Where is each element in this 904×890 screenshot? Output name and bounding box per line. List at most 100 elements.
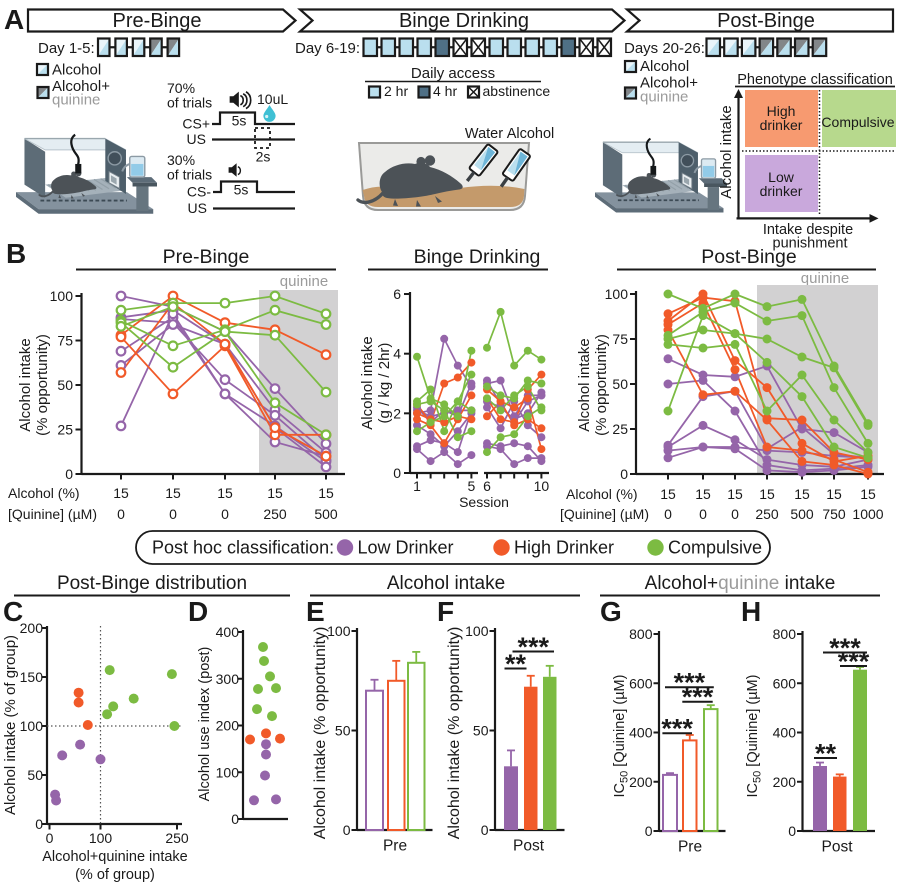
svg-text:15: 15 [826, 486, 842, 502]
svg-text:(% opportunity): (% opportunity) [34, 334, 51, 436]
svg-text:500: 500 [314, 506, 338, 522]
svg-text:Pre: Pre [678, 839, 702, 856]
svg-text:200: 200 [629, 774, 653, 790]
svg-text:30%: 30% [167, 152, 195, 168]
svg-text:200: 200 [216, 718, 240, 734]
svg-text:50: 50 [335, 723, 351, 739]
svg-text:Post-Binge distribution: Post-Binge distribution [57, 573, 247, 594]
svg-text:70%: 70% [167, 80, 195, 96]
svg-text:400: 400 [629, 725, 653, 741]
svg-text:250: 250 [755, 506, 779, 522]
svg-text:0: 0 [169, 506, 177, 522]
svg-text:Post-Binge: Post-Binge [701, 246, 796, 268]
svg-text:0: 0 [117, 506, 125, 522]
svg-text:500: 500 [790, 506, 814, 522]
svg-text:Alcohol intake: Alcohol intake [359, 336, 376, 429]
svg-text:400: 400 [773, 725, 797, 741]
svg-text:10: 10 [534, 478, 550, 494]
svg-text:15: 15 [660, 486, 676, 502]
svg-text:Alcohol intake: Alcohol intake [718, 105, 735, 198]
svg-text:Alcohol+: Alcohol+ [640, 75, 698, 92]
svg-text:100: 100 [327, 623, 351, 639]
svg-text:G: G [600, 596, 622, 627]
svg-text:Alcohol: Alcohol [640, 58, 689, 75]
svg-text:800: 800 [629, 626, 653, 642]
svg-text:600: 600 [629, 675, 653, 691]
svg-text:15: 15 [727, 486, 743, 502]
svg-text:(% of group): (% of group) [75, 867, 155, 883]
svg-text:250: 250 [263, 506, 287, 522]
svg-text:Intake despite: Intake despite [763, 222, 853, 238]
svg-text:of trials: of trials [167, 167, 212, 183]
svg-text:100: 100 [605, 286, 629, 302]
svg-text:0: 0 [664, 506, 672, 522]
svg-text:***: *** [661, 714, 693, 744]
svg-text:0: 0 [65, 466, 73, 482]
svg-text:C: C [3, 596, 23, 627]
svg-text:Session: Session [459, 494, 509, 510]
svg-text:Alcohol (%): Alcohol (%) [8, 485, 80, 501]
svg-text:quinine: quinine [280, 273, 328, 290]
svg-text:Water: Water [465, 126, 503, 142]
svg-text:250: 250 [165, 830, 189, 846]
svg-text:Compulsive: Compulsive [821, 114, 894, 130]
svg-text:800: 800 [773, 626, 797, 642]
svg-text:US: US [187, 131, 206, 147]
svg-text:D: D [188, 596, 208, 627]
svg-text:Alcohol use index (post): Alcohol use index (post) [197, 647, 213, 802]
svg-text:Alcohol: Alcohol [507, 126, 555, 142]
svg-text:100: 100 [50, 288, 74, 304]
svg-text:Pre-Binge: Pre-Binge [163, 246, 250, 268]
svg-text:200: 200 [20, 620, 44, 636]
svg-text:Alcohol intake: Alcohol intake [576, 338, 593, 431]
svg-text:100: 100 [216, 764, 240, 780]
svg-text:25: 25 [612, 421, 628, 437]
svg-text:600: 600 [773, 675, 797, 691]
svg-text:150: 150 [20, 669, 44, 685]
svg-text:Alcohol: Alcohol [52, 62, 101, 79]
svg-text:of trials: of trials [167, 95, 212, 111]
svg-text:10uL: 10uL [257, 91, 288, 107]
svg-text:0: 0 [645, 823, 653, 839]
svg-text:(g / kg / 2hr): (g / kg / 2hr) [376, 343, 393, 424]
svg-text:75: 75 [612, 331, 628, 347]
svg-text:15: 15 [318, 485, 334, 501]
svg-text:750: 750 [822, 506, 846, 522]
svg-text:Binge Drinking: Binge Drinking [414, 246, 541, 268]
svg-text:5s: 5s [232, 113, 247, 129]
svg-text:400: 400 [216, 624, 240, 640]
svg-text:2 hr: 2 hr [384, 83, 408, 99]
svg-text:0: 0 [393, 465, 401, 481]
svg-text:H: H [741, 596, 761, 627]
svg-text:100: 100 [20, 718, 44, 734]
svg-text:75: 75 [57, 333, 73, 349]
svg-text:[Quinine] (µM): [Quinine] (µM) [8, 506, 97, 522]
svg-text:Day 6-19:: Day 6-19: [295, 40, 360, 57]
svg-text:1: 1 [413, 478, 421, 494]
svg-text:Pre-Binge: Pre-Binge [113, 10, 202, 32]
svg-text:quinine: quinine [52, 92, 100, 109]
svg-text:6: 6 [393, 286, 401, 302]
svg-text:100: 100 [465, 623, 489, 639]
svg-text:US: US [188, 200, 207, 216]
svg-text:15: 15 [794, 486, 810, 502]
svg-text:punishment: punishment [773, 236, 848, 252]
svg-text:***: *** [674, 668, 706, 698]
svg-text:CS-: CS- [187, 184, 211, 200]
svg-text:Alcohol intake: Alcohol intake [17, 338, 34, 431]
svg-text:0: 0 [221, 506, 229, 522]
svg-text:drinker: drinker [760, 183, 803, 199]
svg-text:Daily access: Daily access [411, 65, 495, 82]
svg-text:[Quinine] (µM): [Quinine] (µM) [560, 506, 649, 522]
svg-text:15: 15 [113, 485, 129, 501]
svg-text:0: 0 [343, 822, 351, 838]
svg-text:Post: Post [821, 839, 853, 856]
svg-text:Pre: Pre [383, 838, 407, 855]
svg-text:***: *** [517, 632, 549, 662]
svg-text:5s: 5s [234, 182, 249, 198]
svg-text:15: 15 [165, 485, 181, 501]
svg-text:15: 15 [217, 485, 233, 501]
svg-text:E: E [306, 596, 325, 627]
svg-text:4: 4 [393, 346, 401, 362]
svg-text:50: 50 [473, 723, 489, 739]
